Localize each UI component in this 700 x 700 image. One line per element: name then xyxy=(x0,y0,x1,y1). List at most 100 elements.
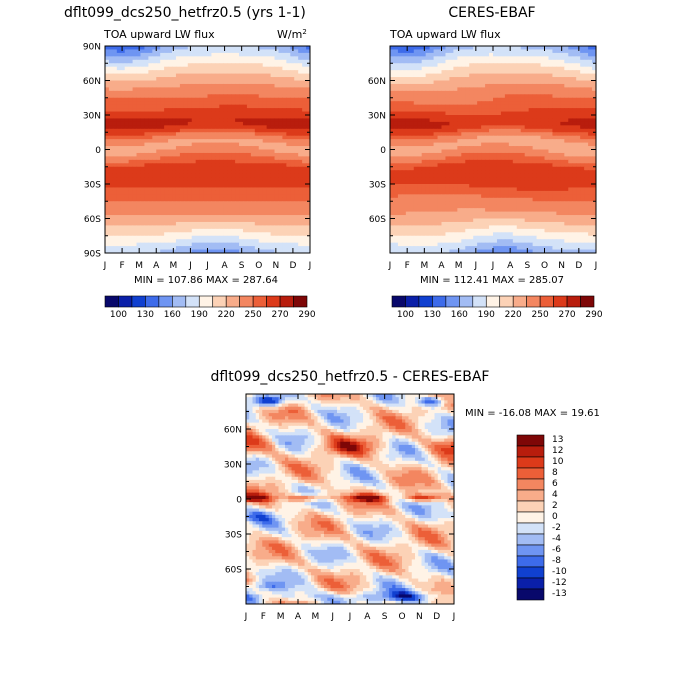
map-cell xyxy=(246,197,252,202)
map-cell xyxy=(572,152,577,157)
map-cell xyxy=(136,83,141,88)
map-cell xyxy=(144,163,149,168)
map-cell xyxy=(231,52,236,57)
map-cell xyxy=(493,142,498,147)
map-cell xyxy=(429,142,435,147)
map-cell xyxy=(580,132,585,137)
map-cell xyxy=(191,187,197,192)
map-cell xyxy=(433,94,439,99)
map-cell xyxy=(477,125,482,130)
map-cell xyxy=(112,235,118,240)
map-cell xyxy=(266,104,272,109)
map-cell xyxy=(540,128,545,133)
map-cell xyxy=(116,221,122,226)
map-cell xyxy=(148,194,153,199)
map-cell xyxy=(441,56,446,61)
map-cell xyxy=(504,70,510,75)
map-cell xyxy=(421,97,427,102)
map-cell xyxy=(290,66,295,71)
map-cell xyxy=(211,187,216,192)
map-cell xyxy=(512,152,518,157)
map-cell xyxy=(306,111,311,116)
map-cell xyxy=(544,156,549,161)
map-cell xyxy=(417,146,423,150)
map-cell xyxy=(425,115,431,119)
map-cell xyxy=(270,194,276,199)
map-cell xyxy=(489,132,494,137)
map-cell xyxy=(588,46,593,50)
map-cell xyxy=(164,239,169,244)
map-cell xyxy=(254,90,260,95)
map-cell xyxy=(298,211,303,216)
map-cell xyxy=(116,156,122,161)
map-cell xyxy=(164,180,169,185)
map-cell xyxy=(144,108,149,113)
map-cell xyxy=(183,132,189,137)
map-cell xyxy=(536,80,542,85)
map-cell xyxy=(465,115,470,119)
map-cell xyxy=(168,180,173,185)
map-cell xyxy=(172,194,177,199)
map-cell xyxy=(564,52,569,57)
map-cell xyxy=(215,170,220,175)
map-cell xyxy=(508,94,514,99)
map-cell xyxy=(215,163,220,168)
map-cell xyxy=(250,197,256,202)
map-cell xyxy=(258,101,264,106)
map-cell xyxy=(592,142,597,147)
map-cell xyxy=(417,46,423,50)
map-cell xyxy=(219,166,224,171)
map-cell xyxy=(425,149,431,154)
map-cell xyxy=(108,190,114,195)
map-cell xyxy=(477,70,482,75)
map-cell xyxy=(179,111,185,116)
map-cell xyxy=(231,108,236,113)
map-cell xyxy=(132,63,138,68)
map-cell xyxy=(524,152,530,157)
map-cell xyxy=(223,215,228,219)
map-cell xyxy=(203,87,208,92)
map-cell xyxy=(262,173,268,178)
map-cell xyxy=(532,80,538,85)
map-cell xyxy=(524,77,530,81)
map-cell xyxy=(144,232,149,237)
map-cell xyxy=(136,87,141,92)
map-cell xyxy=(215,111,220,116)
map-cell xyxy=(306,184,311,188)
map-cell xyxy=(152,56,157,61)
map-cell xyxy=(120,56,126,61)
map-cell xyxy=(136,80,141,85)
map-cell xyxy=(572,104,577,109)
map-cell xyxy=(105,97,110,102)
map-cell xyxy=(239,111,244,116)
map-cell xyxy=(560,135,565,140)
map-cell xyxy=(215,149,220,154)
map-cell xyxy=(477,66,482,71)
map-cell xyxy=(172,208,177,213)
map-cell xyxy=(504,121,510,126)
x-tick-label: S xyxy=(239,261,245,271)
map-cell xyxy=(219,187,224,192)
map-cell xyxy=(168,97,173,102)
map-cell xyxy=(473,156,478,161)
map-cell xyxy=(144,118,149,123)
map-cell xyxy=(254,49,260,54)
map-cell xyxy=(164,215,169,219)
map-cell xyxy=(401,156,407,161)
map-cell xyxy=(560,56,565,61)
map-cell xyxy=(211,70,216,75)
map-cell xyxy=(160,56,165,61)
map-cell xyxy=(239,125,244,130)
map-cell xyxy=(290,194,295,199)
map-cell xyxy=(207,159,212,164)
map-cell xyxy=(580,128,585,133)
panel-model-title: dflt099_dcs250_hetfrz0.5 (yrs 1-1) xyxy=(64,5,306,21)
map-cell xyxy=(421,121,427,126)
map-cell xyxy=(572,118,577,123)
map-cell xyxy=(242,132,248,137)
map-cell xyxy=(496,66,502,71)
map-cell xyxy=(108,177,114,182)
map-cell xyxy=(500,128,506,133)
map-cell xyxy=(445,101,450,106)
map-cell xyxy=(239,149,244,154)
